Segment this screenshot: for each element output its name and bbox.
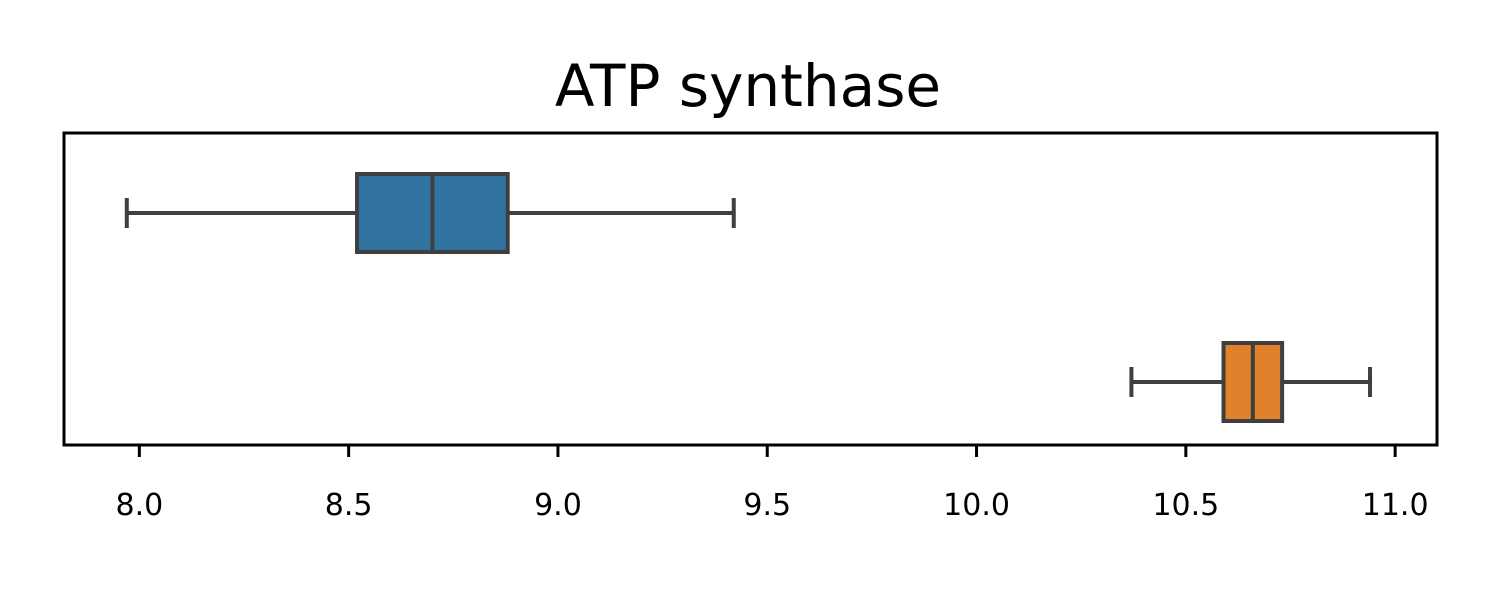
x-tick-label: 9.0 <box>534 488 582 523</box>
boxplot-group <box>1129 341 1373 423</box>
x-tick-label: 9.5 <box>743 488 791 523</box>
x-tick-label: 10.0 <box>943 488 1010 523</box>
x-tick-label: 10.5 <box>1152 488 1219 523</box>
x-tick-label: 11.0 <box>1362 488 1429 523</box>
x-tick-label: 8.0 <box>115 488 163 523</box>
plot-area <box>124 172 1373 423</box>
x-tick-label: 8.5 <box>325 488 373 523</box>
axes-frame <box>62 131 1439 447</box>
x-axis: 8.0 8.5 9.0 9.5 10.0 10.5 11.0 <box>115 445 1429 523</box>
chart-title: ATP synthase <box>555 52 941 120</box>
boxplot-group <box>124 172 736 254</box>
